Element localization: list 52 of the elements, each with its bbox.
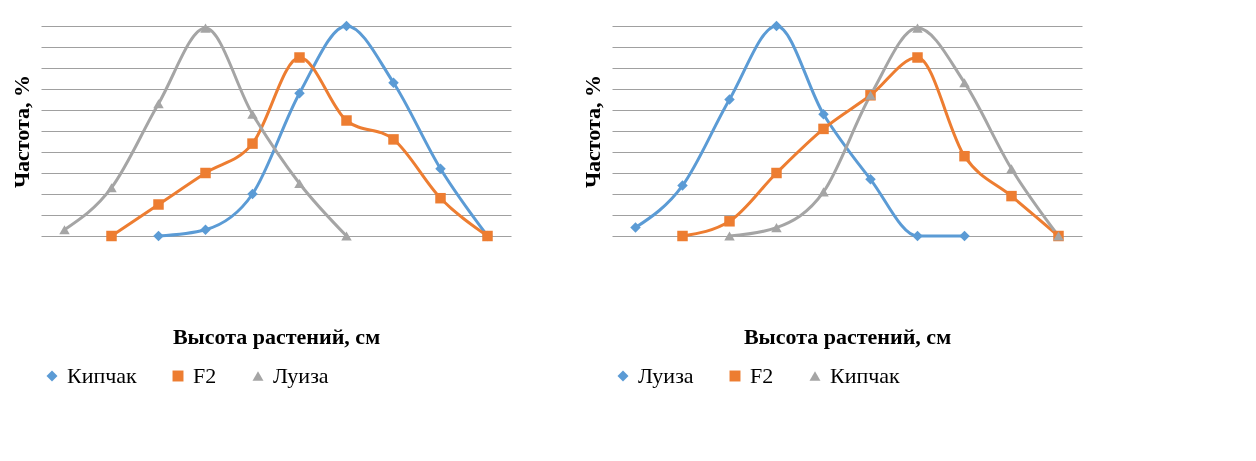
point (724, 231, 735, 241)
legend-label: F2 (750, 363, 774, 388)
legend-label: Луиза (638, 363, 694, 388)
point (294, 52, 305, 63)
point (247, 138, 258, 149)
point (865, 174, 876, 185)
x-axis-title: Высота растений, см (743, 323, 952, 349)
point (912, 230, 923, 242)
point (818, 123, 829, 135)
point (106, 183, 117, 193)
point (294, 178, 305, 189)
point (200, 167, 211, 179)
point (630, 222, 641, 233)
point (200, 23, 211, 33)
point (341, 231, 352, 241)
point (959, 78, 970, 88)
point (724, 216, 735, 227)
point (388, 134, 399, 145)
legend-label: Кипчак (830, 363, 901, 388)
legend-label: Кипчак (67, 363, 138, 388)
point (341, 115, 352, 126)
legend-label: F2 (193, 363, 217, 388)
point (153, 230, 164, 242)
point (435, 163, 446, 175)
point (388, 77, 399, 88)
point (724, 94, 735, 105)
point (247, 188, 258, 200)
point (959, 230, 970, 242)
point (341, 20, 352, 32)
y-axis-title: Частота, % (8, 74, 34, 189)
point (771, 223, 782, 233)
point (200, 224, 211, 235)
legend-label: Луиза (273, 363, 329, 388)
point (818, 108, 829, 120)
x-axis-title: Высота растений, см (172, 323, 381, 349)
point (153, 99, 164, 109)
point (912, 52, 923, 63)
point (818, 187, 829, 197)
point (959, 150, 970, 162)
point (106, 230, 117, 242)
point (677, 180, 688, 191)
point (771, 20, 782, 32)
point (912, 23, 923, 33)
point (1006, 190, 1017, 202)
point (59, 225, 70, 235)
point (677, 230, 688, 242)
point (153, 199, 164, 210)
point (771, 167, 782, 179)
point (1006, 164, 1017, 174)
y-axis-title: Частота, % (579, 74, 605, 189)
point (294, 87, 305, 99)
point (435, 192, 446, 204)
